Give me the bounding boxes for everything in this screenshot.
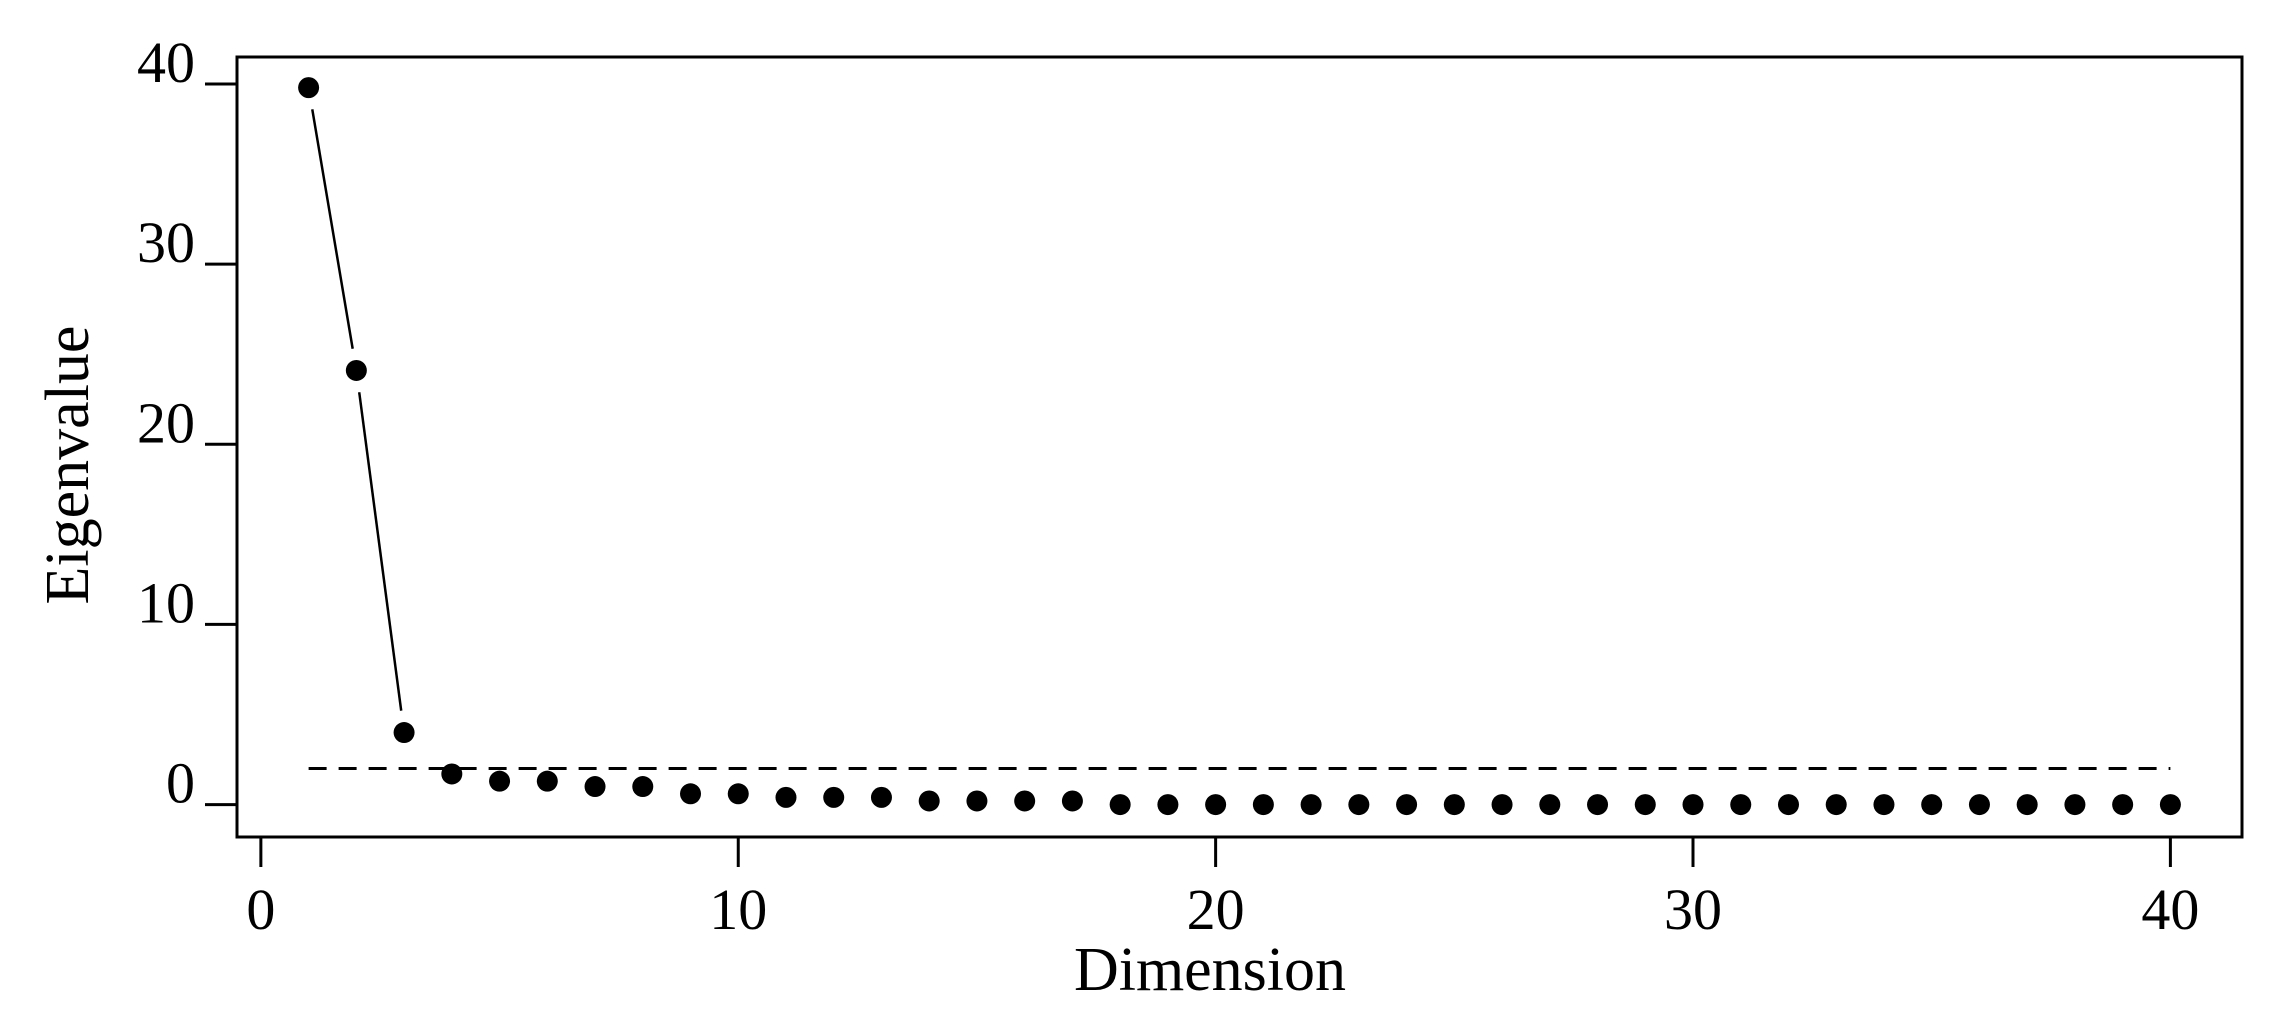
x-axis-title: Dimension <box>1074 936 1346 1004</box>
data-point <box>870 786 892 808</box>
data-point <box>584 776 606 798</box>
y-axis-title: Eigenvalue <box>34 326 102 605</box>
data-point <box>1396 794 1418 816</box>
data-point <box>1205 794 1227 816</box>
data-point <box>1491 794 1513 816</box>
data-point <box>632 776 654 798</box>
x-axis: 0 10 20 30 40 <box>246 837 2199 942</box>
y-axis: 0 10 20 30 40 <box>137 30 237 816</box>
data-point <box>2112 794 2134 816</box>
data-point <box>1539 794 1561 816</box>
data-point <box>1109 794 1131 816</box>
data-point <box>536 770 558 792</box>
data-point <box>1682 794 1704 816</box>
data-point <box>1730 794 1752 816</box>
data-point <box>823 786 845 808</box>
data-point <box>1587 794 1609 816</box>
data-point <box>1252 794 1274 816</box>
x-tick-label: 40 <box>2141 877 2199 942</box>
connector-segment <box>311 109 354 349</box>
data-point <box>1777 794 1799 816</box>
plot-frame <box>235 55 2244 839</box>
data-point <box>680 783 702 805</box>
data-point <box>1873 794 1895 816</box>
y-tick-label: 10 <box>137 570 195 635</box>
data-point <box>441 763 463 785</box>
data-point <box>1300 794 1322 816</box>
x-tick-label: 30 <box>1664 877 1722 942</box>
data-point <box>1968 794 1990 816</box>
data-point <box>1061 790 1083 812</box>
x-tick-label: 0 <box>246 877 275 942</box>
data-point <box>775 786 797 808</box>
data-point <box>2159 794 2181 816</box>
data-point <box>727 783 749 805</box>
connector-segment <box>357 392 403 711</box>
data-point <box>966 790 988 812</box>
y-tick-label: 30 <box>137 210 195 275</box>
data-point <box>298 77 320 99</box>
data-point <box>1157 794 1179 816</box>
data-point <box>1825 794 1847 816</box>
y-tick-label: 40 <box>137 30 195 95</box>
connector-line <box>311 109 403 711</box>
data-point <box>489 770 511 792</box>
data-point <box>345 359 367 381</box>
y-tick-label: 0 <box>166 751 195 816</box>
x-tick-label: 10 <box>709 877 767 942</box>
data-point <box>918 790 940 812</box>
x-tick-label: 20 <box>1187 877 1245 942</box>
y-tick-label: 20 <box>137 390 195 455</box>
data-point <box>1014 790 1036 812</box>
data-point <box>2016 794 2038 816</box>
data-points <box>298 77 2181 816</box>
data-point <box>1443 794 1465 816</box>
data-point <box>393 722 415 744</box>
data-point <box>2064 794 2086 816</box>
data-point <box>1634 794 1656 816</box>
data-point <box>1921 794 1943 816</box>
data-point <box>1348 794 1370 816</box>
